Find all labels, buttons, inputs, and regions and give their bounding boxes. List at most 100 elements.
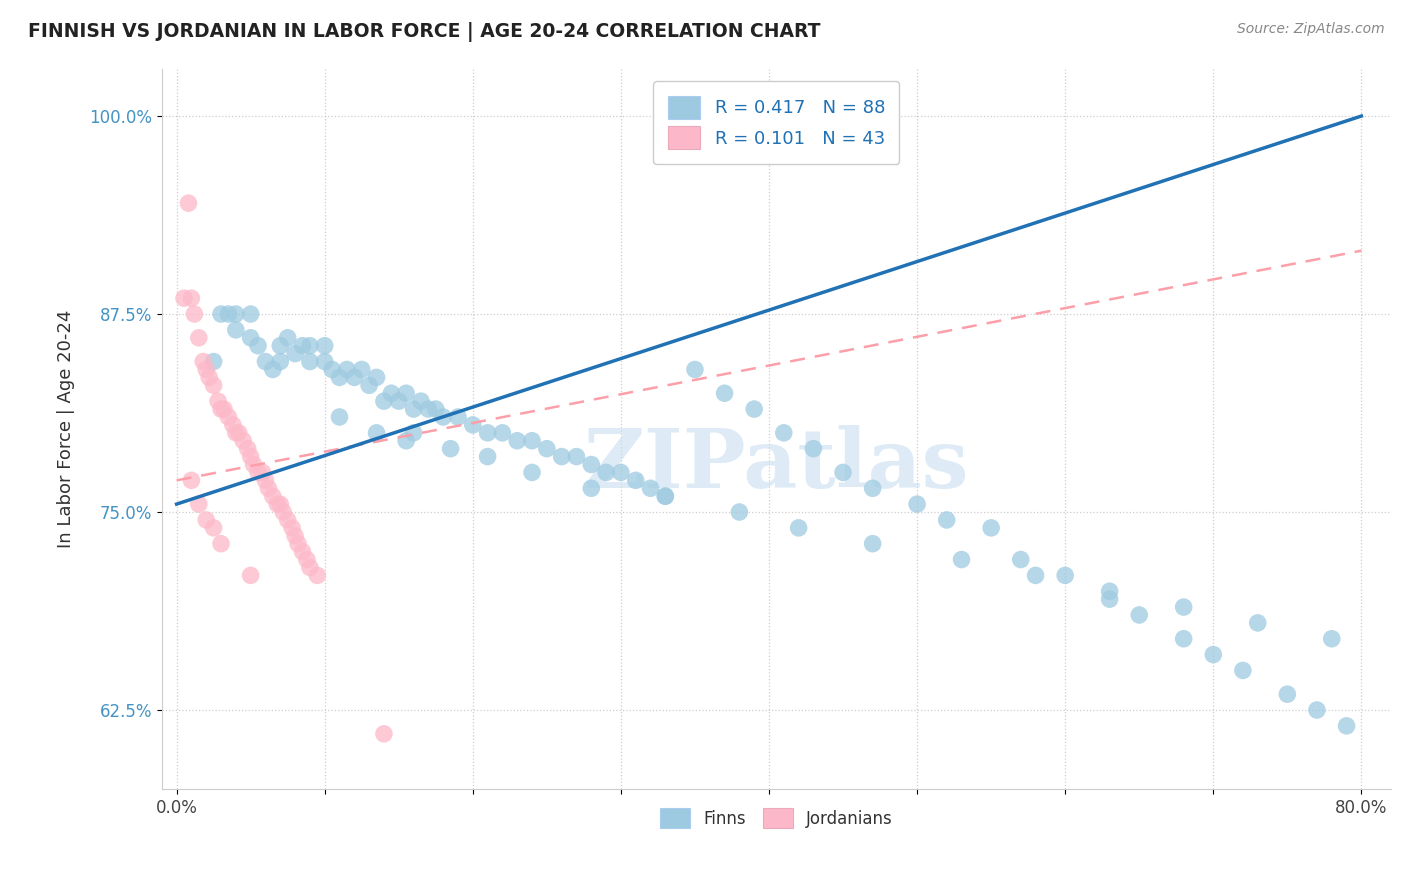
Point — [402, 425, 425, 440]
Point — [202, 521, 225, 535]
Point — [461, 417, 484, 432]
Point — [905, 497, 928, 511]
Point — [269, 339, 291, 353]
Point — [291, 339, 314, 353]
Point — [257, 481, 280, 495]
Point — [195, 513, 218, 527]
Point — [217, 307, 239, 321]
Point — [640, 481, 662, 495]
Point — [298, 560, 321, 574]
Point — [225, 323, 247, 337]
Point — [447, 409, 470, 424]
Point — [935, 513, 957, 527]
Point — [336, 362, 359, 376]
Point — [506, 434, 529, 448]
Point — [388, 394, 411, 409]
Point — [742, 402, 765, 417]
Point — [187, 497, 209, 511]
Point — [418, 402, 440, 417]
Point — [803, 442, 825, 456]
Point — [610, 466, 633, 480]
Point — [1336, 719, 1358, 733]
Point — [402, 402, 425, 417]
Point — [373, 727, 395, 741]
Point — [654, 489, 676, 503]
Point — [298, 339, 321, 353]
Point — [787, 521, 810, 535]
Point — [193, 354, 215, 368]
Point — [1128, 607, 1150, 622]
Point — [477, 450, 499, 464]
Point — [550, 450, 572, 464]
Point — [1098, 592, 1121, 607]
Point — [343, 370, 366, 384]
Point — [198, 370, 221, 384]
Point — [1010, 552, 1032, 566]
Text: FINNISH VS JORDANIAN IN LABOR FORCE | AGE 20-24 CORRELATION CHART: FINNISH VS JORDANIAN IN LABOR FORCE | AG… — [28, 22, 821, 42]
Point — [654, 489, 676, 503]
Point — [683, 362, 706, 376]
Point — [232, 434, 254, 448]
Point — [366, 370, 388, 384]
Point — [239, 307, 262, 321]
Point — [380, 386, 402, 401]
Point — [277, 331, 299, 345]
Point — [1306, 703, 1329, 717]
Point — [950, 552, 973, 566]
Point — [207, 394, 229, 409]
Point — [520, 466, 543, 480]
Point — [173, 291, 195, 305]
Point — [832, 466, 855, 480]
Point — [713, 386, 735, 401]
Point — [228, 425, 250, 440]
Point — [284, 529, 307, 543]
Point — [209, 402, 232, 417]
Point — [298, 354, 321, 368]
Point — [1098, 584, 1121, 599]
Point — [284, 346, 307, 360]
Point — [202, 354, 225, 368]
Point — [425, 402, 447, 417]
Point — [217, 409, 239, 424]
Point — [366, 425, 388, 440]
Point — [1173, 632, 1195, 646]
Point — [183, 307, 205, 321]
Point — [1232, 664, 1254, 678]
Point — [624, 474, 647, 488]
Point — [254, 474, 277, 488]
Point — [239, 450, 262, 464]
Text: Source: ZipAtlas.com: Source: ZipAtlas.com — [1237, 22, 1385, 37]
Point — [772, 425, 794, 440]
Point — [314, 354, 336, 368]
Point — [595, 466, 617, 480]
Point — [1247, 615, 1270, 630]
Point — [395, 434, 418, 448]
Point — [187, 331, 209, 345]
Point — [581, 458, 603, 472]
Point — [202, 378, 225, 392]
Point — [328, 370, 350, 384]
Point — [247, 466, 270, 480]
Point — [1054, 568, 1077, 582]
Point — [581, 481, 603, 495]
Point — [395, 386, 418, 401]
Point — [1202, 648, 1225, 662]
Point — [225, 425, 247, 440]
Point — [225, 307, 247, 321]
Point — [295, 552, 318, 566]
Point — [477, 425, 499, 440]
Point — [209, 307, 232, 321]
Point — [409, 394, 432, 409]
Point — [565, 450, 588, 464]
Point — [328, 409, 350, 424]
Point — [980, 521, 1002, 535]
Point — [239, 568, 262, 582]
Point — [212, 402, 235, 417]
Point — [520, 434, 543, 448]
Point — [439, 442, 461, 456]
Point — [269, 497, 291, 511]
Point — [262, 489, 284, 503]
Point — [1320, 632, 1343, 646]
Point — [281, 521, 304, 535]
Point — [287, 537, 309, 551]
